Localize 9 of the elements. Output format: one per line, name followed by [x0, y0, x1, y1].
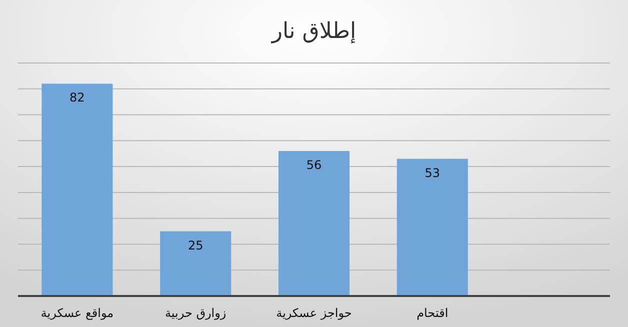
x-tick-label: حواجز عسكرية	[276, 306, 352, 320]
x-tick-label: اقتحام	[416, 306, 448, 320]
x-tick-label: زوارق حربية	[164, 306, 226, 320]
data-label: 82	[70, 90, 85, 105]
chart-title: إطلاق نار	[270, 19, 356, 44]
data-label: 56	[306, 158, 322, 172]
x-tick-label: مواقع عسكرية	[40, 306, 114, 320]
data-label: 25	[188, 238, 204, 252]
data-label: 53	[424, 166, 440, 180]
